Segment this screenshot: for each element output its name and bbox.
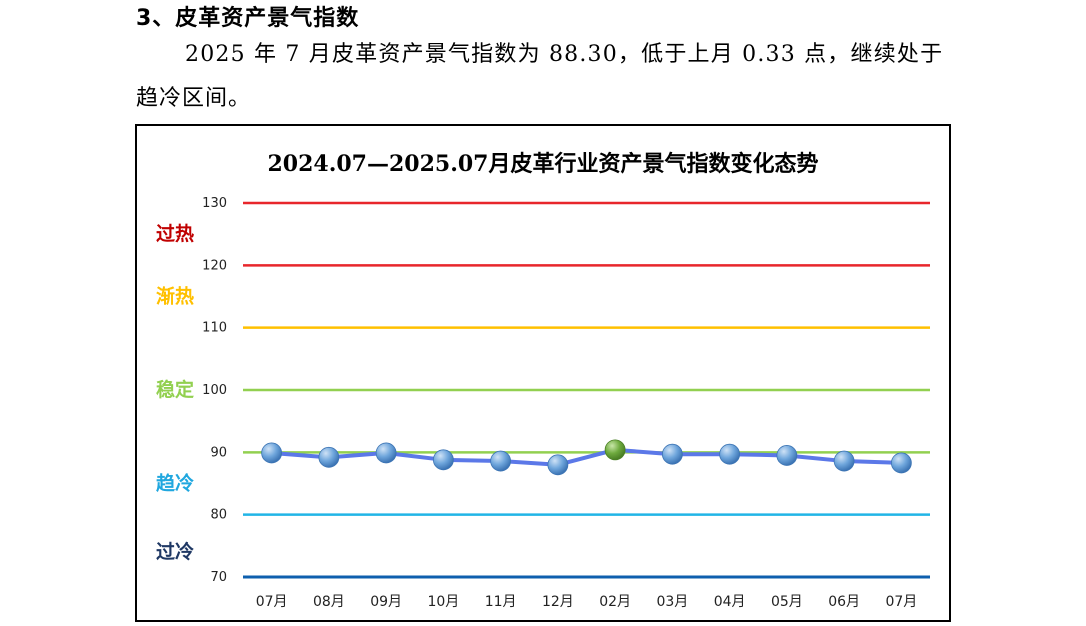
data-point — [833, 450, 855, 472]
paragraph-line-1: 2025 年 7 月皮革资产景气指数为 88.30，低于上月 0.33 点，继续… — [185, 42, 944, 67]
data-point — [490, 450, 512, 472]
x-tick-label: 08月 — [313, 594, 345, 610]
x-tick-label: 04月 — [714, 594, 746, 610]
x-tick-label: 12月 — [542, 594, 574, 610]
data-point — [547, 454, 569, 476]
data-point — [432, 449, 454, 471]
chart-title: 2024.07—2025.07月皮革行业资产景气指数变化态势 — [267, 151, 819, 177]
data-point — [776, 445, 798, 466]
y-tick-label: 90 — [210, 445, 227, 460]
y-tick-label: 80 — [210, 508, 227, 523]
data-point — [719, 443, 741, 465]
y-tick-label: 130 — [202, 196, 227, 211]
x-tick-label: 10月 — [427, 594, 459, 610]
data-point — [375, 442, 397, 464]
paragraph-line-2: 趋冷区间。 — [136, 86, 252, 111]
y-tick-label: 70 — [210, 570, 227, 585]
y-tick-label: 110 — [202, 321, 227, 336]
data-point — [604, 439, 626, 461]
x-tick-label: 07月 — [885, 594, 917, 610]
x-tick-label: 11月 — [485, 594, 517, 610]
x-tick-label: 02月 — [599, 594, 631, 610]
zone-label: 过冷 — [156, 540, 194, 563]
data-point — [318, 446, 340, 468]
y-tick-label: 120 — [202, 258, 227, 273]
x-tick-label: 09月 — [370, 594, 402, 610]
x-tick-label: 06月 — [828, 594, 860, 610]
zone-label: 过热 — [156, 222, 194, 245]
zone-label: 趋冷 — [156, 472, 194, 495]
zone-label: 渐热 — [156, 285, 194, 308]
x-tick-label: 07月 — [256, 594, 288, 610]
chart-frame: 2024.07—2025.07月皮革行业资产景气指数变化态势 70 80 90 100… — [135, 124, 951, 622]
data-point — [261, 442, 283, 464]
section-title: 3、皮革资产景气指数 — [136, 6, 360, 31]
y-tick-label: 100 — [202, 383, 227, 398]
x-tick-label: 03月 — [656, 594, 688, 610]
data-point — [890, 452, 912, 474]
data-point — [661, 443, 683, 465]
x-tick-label: 05月 — [771, 594, 803, 610]
zone-label: 稳定 — [156, 378, 194, 401]
